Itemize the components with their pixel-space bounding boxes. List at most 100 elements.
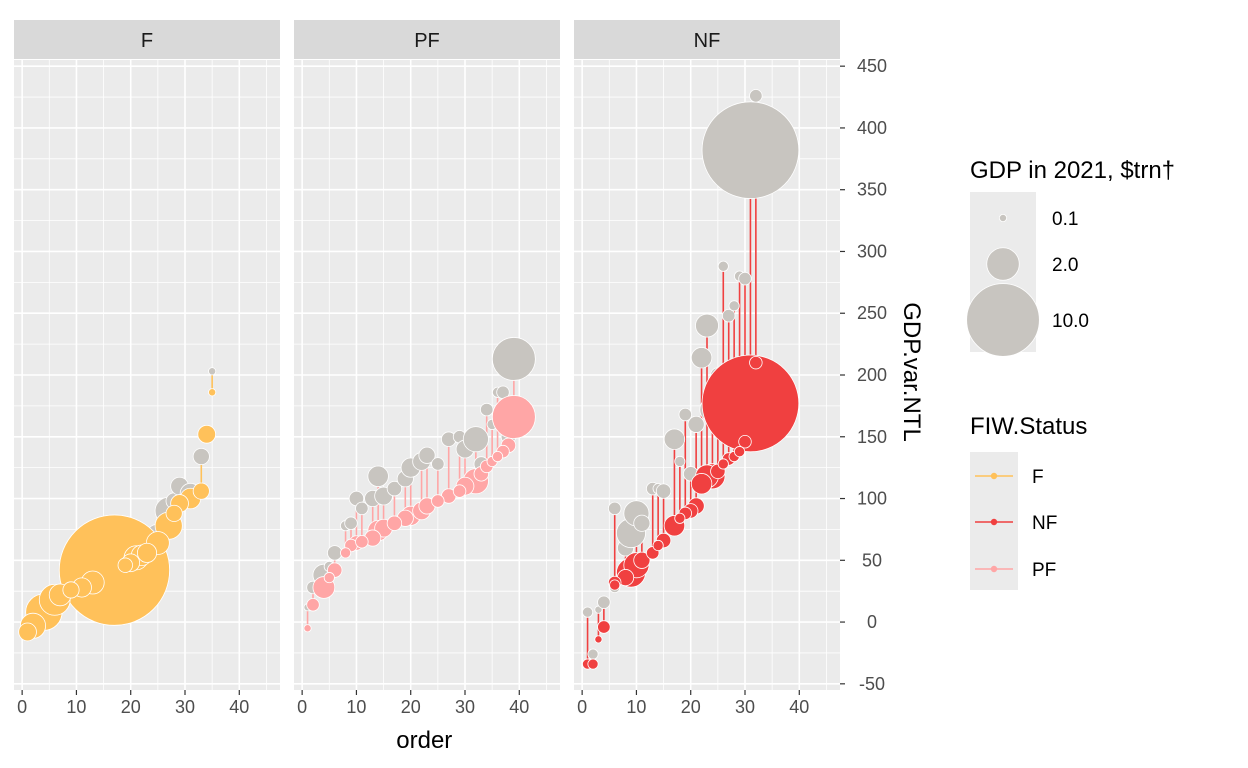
raw-point xyxy=(722,309,736,323)
color-legend-title: FIW.Status xyxy=(970,413,1087,440)
raw-point xyxy=(728,300,740,312)
color-legend-key xyxy=(990,472,998,480)
status-point xyxy=(323,572,335,584)
y-tick-label: 150 xyxy=(857,427,887,447)
x-tick-label: 10 xyxy=(626,697,646,717)
x-tick-label: 20 xyxy=(401,697,421,717)
raw-point xyxy=(327,545,343,561)
facet-panel-f: F 0 10 20 30 40 xyxy=(14,20,280,717)
y-tick-label: 450 xyxy=(857,56,887,76)
facet-strip xyxy=(574,20,840,59)
status-point xyxy=(340,547,352,559)
raw-point xyxy=(663,428,686,450)
size-legend-label: 0.1 xyxy=(1052,209,1078,230)
raw-point xyxy=(690,347,713,369)
x-tick-label: 30 xyxy=(175,697,195,717)
status-point xyxy=(633,551,651,569)
raw-point xyxy=(208,367,217,376)
x-tick-label: 0 xyxy=(577,697,587,717)
size-legend: GDP in 2021, $trn† 0.1 2.0 10.0 xyxy=(966,157,1175,357)
color-legend-key xyxy=(990,565,998,573)
y-tick-label: 300 xyxy=(857,241,887,261)
status-point xyxy=(738,435,752,449)
status-point xyxy=(197,424,217,444)
size-legend-title: GDP in 2021, $trn† xyxy=(970,157,1175,184)
raw-point xyxy=(608,501,622,516)
status-point xyxy=(701,354,800,453)
color-legend-label: PF xyxy=(1032,560,1056,581)
raw-point xyxy=(717,260,729,272)
status-point xyxy=(652,539,664,552)
facet-strip-label: F xyxy=(141,30,153,52)
x-tick-label: 30 xyxy=(455,697,475,717)
status-point xyxy=(386,515,403,531)
status-point xyxy=(136,542,158,563)
status-point xyxy=(303,624,312,633)
facet-strip xyxy=(294,20,560,59)
raw-point xyxy=(655,483,672,499)
status-point xyxy=(609,579,621,591)
size-legend-key xyxy=(966,283,1040,357)
raw-point xyxy=(462,426,489,453)
size-legend-label: 2.0 xyxy=(1052,255,1078,276)
raw-point xyxy=(678,407,692,422)
x-tick-label: 10 xyxy=(66,697,86,717)
y-tick-label: 100 xyxy=(857,489,887,509)
x-tick-label: 0 xyxy=(17,697,27,717)
status-point xyxy=(734,446,746,458)
x-tick-label: 40 xyxy=(229,697,249,717)
size-legend-key xyxy=(998,213,1008,223)
status-point xyxy=(491,395,536,439)
x-tick-label: 0 xyxy=(297,697,307,717)
raw-point xyxy=(480,402,494,417)
raw-point xyxy=(687,415,705,433)
raw-point xyxy=(587,648,599,660)
y-tick-label: 0 xyxy=(867,612,877,632)
color-legend-label: NF xyxy=(1032,513,1057,534)
status-point xyxy=(165,504,183,522)
status-point xyxy=(587,658,599,670)
raw-point xyxy=(701,101,800,199)
status-point xyxy=(58,514,170,626)
raw-point xyxy=(491,337,536,381)
status-point xyxy=(18,622,37,642)
facet-strip xyxy=(14,20,280,59)
y-tick-label: 350 xyxy=(857,180,887,200)
facet-panels: F 0 10 20 30 40 PF 0 10 20 30 40 NF 0 10 20 30 40 xyxy=(14,20,840,717)
facet-panel-nf: NF 0 10 20 30 40 xyxy=(574,20,840,717)
x-tick-label: 20 xyxy=(121,697,141,717)
raw-point xyxy=(674,455,686,468)
raw-point xyxy=(418,446,436,464)
raw-point xyxy=(344,516,358,530)
y-tick-label: 50 xyxy=(862,550,882,570)
status-point xyxy=(674,512,686,524)
x-axis-title: order xyxy=(396,727,452,754)
status-point xyxy=(306,598,320,612)
raw-point xyxy=(192,447,210,466)
y-axis: -50 0 50 100 150 200 250 300 350 400 450 xyxy=(840,56,887,694)
color-legend-key xyxy=(990,518,998,526)
color-legend: FIW.Status F NF PF xyxy=(970,413,1087,590)
x-tick-label: 10 xyxy=(346,697,366,717)
raw-point xyxy=(695,313,719,338)
status-point xyxy=(208,388,217,397)
x-tick-label: 20 xyxy=(681,697,701,717)
status-point xyxy=(492,450,504,463)
raw-point xyxy=(738,271,752,286)
raw-point xyxy=(355,501,369,516)
status-point xyxy=(594,635,603,644)
status-point xyxy=(355,535,369,549)
raw-point xyxy=(597,595,611,609)
facet-panel-pf: PF 0 10 20 30 40 xyxy=(294,20,560,717)
status-point xyxy=(717,458,729,470)
status-point xyxy=(749,355,763,370)
raw-point xyxy=(582,606,594,618)
y-axis-title: GDP.var.NTL xyxy=(898,302,925,442)
status-point xyxy=(192,482,210,500)
size-legend-key xyxy=(986,247,1020,281)
raw-point xyxy=(749,89,763,103)
status-point xyxy=(117,557,133,573)
x-tick-label: 30 xyxy=(735,697,755,717)
status-point xyxy=(452,484,467,498)
